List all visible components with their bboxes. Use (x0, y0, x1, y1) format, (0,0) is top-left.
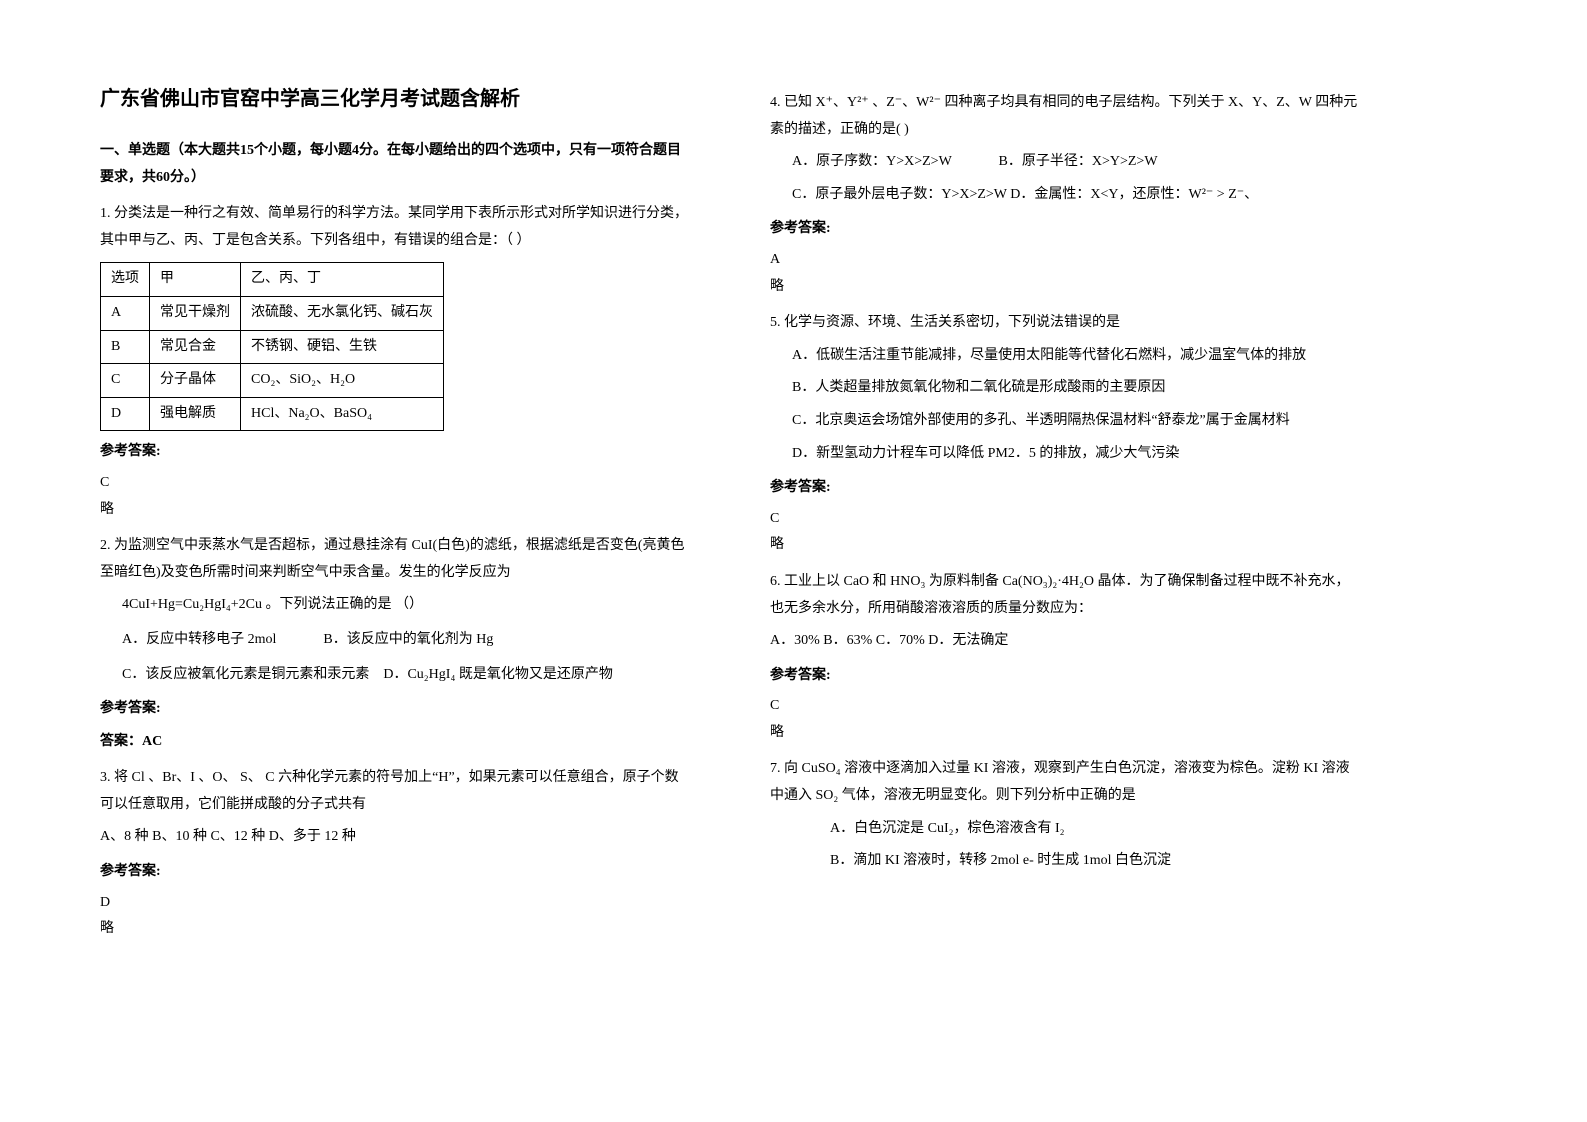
q2-optD: D．Cu₂HgI₄ 既是氧化物又是还原产物 (383, 667, 612, 682)
q4-omit: 略 (770, 274, 1360, 301)
q4-answer: A (770, 247, 1360, 274)
q7-optA: A．白色沉淀是 CuI₂，棕色溶液含有 I₂ (830, 816, 1360, 843)
q5-stem: 5. 化学与资源、环境、生活关系密切，下列说法错误的是 (770, 310, 1360, 337)
q1-stem: 1. 分类法是一种行之有效、简单易行的科学方法。某同学用下表所示形式对所学知识进… (100, 201, 690, 254)
q5-answer: C (770, 506, 1360, 533)
q2-answer: 答案：AC (100, 729, 690, 756)
q7-optB: B．滴加 KI 溶液时，转移 2mol e- 时生成 1mol 白色沉淀 (830, 848, 1360, 875)
left-column: 广东省佛山市官窑中学高三化学月考试题含解析 一、单选题（本大题共15个小题，每小… (100, 80, 690, 943)
section-header: 一、单选题（本大题共15个小题，每小题4分。在每小题给出的四个选项中，只有一项符… (100, 138, 690, 191)
q2-stem-text: 2. 为监测空气中汞蒸水气是否超标，通过悬挂涂有 CuI(白色)的滤纸，根据滤纸… (100, 538, 684, 580)
q3-stem: 3. 将 Cl 、Br、I 、O、 S、 C 六种化学元素的符号加上“H”，如果… (100, 765, 690, 818)
q1-td: 不锈钢、硬铝、生铁 (241, 330, 444, 364)
q1-th-0: 选项 (101, 263, 150, 297)
q4-optB: B．原子半径：X>Y>Z>W (999, 154, 1158, 169)
q1-td: 强电解质 (150, 397, 241, 431)
table-row: B 常见合金 不锈钢、硬铝、生铁 (101, 330, 444, 364)
q1-td: 常见干燥剂 (150, 296, 241, 330)
q4-ref-label: 参考答案: (770, 216, 1360, 243)
q6-answer: C (770, 693, 1360, 720)
q1-td: B (101, 330, 150, 364)
q3-opts: A、8 种 B、10 种 C、12 种 D、多于 12 种 (100, 824, 690, 851)
q5-ref-label: 参考答案: (770, 475, 1360, 502)
q4-mid1: 、Z⁻、 (869, 95, 916, 110)
q5-omit: 略 (770, 532, 1360, 559)
exam-title: 广东省佛山市官窑中学高三化学月考试题含解析 (100, 80, 690, 118)
q1-omit: 略 (100, 497, 690, 524)
q5-optA: A．低碳生活注重节能减排，尽量使用太阳能等代替化石燃料，减少温室气体的排放 (792, 343, 1360, 370)
q4-wexp: W²⁻ (1188, 187, 1213, 202)
q6-ref-label: 参考答案: (770, 663, 1360, 690)
table-row: A 常见干燥剂 浓硫酸、无水氯化钙、碱石灰 (101, 296, 444, 330)
q1-td: HCl、Na₂O、BaSO₄ (241, 397, 444, 431)
q1-td: CO₂、SiO₂、H₂O (241, 364, 444, 398)
q3-ref-label: 参考答案: (100, 859, 690, 886)
q1-td: A (101, 296, 150, 330)
q4-stem: 4. 已知 X⁺、Y²⁺ 、Z⁻、W²⁻ 四种离子均具有相同的电子层结构。下列关… (770, 90, 1360, 143)
q1-td: 分子晶体 (150, 364, 241, 398)
q1-td: 常见合金 (150, 330, 241, 364)
q6-opts: A．30% B．63% C．70% D．无法确定 (770, 628, 1360, 655)
q4-pre: 4. 已知 X⁺、 (770, 95, 847, 110)
q4-w2: W²⁻ (916, 95, 941, 110)
q3-answer: D (100, 890, 690, 917)
q1-answer: C (100, 470, 690, 497)
q6-omit: 略 (770, 720, 1360, 747)
q5-optB: B．人类超量排放氮氧化物和二氧化硫是形成酸雨的主要原因 (792, 375, 1360, 402)
q1-th-1: 甲 (150, 263, 241, 297)
table-row: D 强电解质 HCl、Na₂O、BaSO₄ (101, 397, 444, 431)
q1-ref-label: 参考答案: (100, 439, 690, 466)
right-column: 4. 已知 X⁺、Y²⁺ 、Z⁻、W²⁻ 四种离子均具有相同的电子层结构。下列关… (770, 80, 1360, 943)
q2-stem: 2. 为监测空气中汞蒸水气是否超标，通过悬挂涂有 CuI(白色)的滤纸，根据滤纸… (100, 533, 690, 586)
q2-eq: 4CuI+Hg=Cu₂HgI₄+2Cu 。下列说法正确的是 （） (122, 592, 690, 619)
q1-td: D (101, 397, 150, 431)
q1-th-2: 乙、丙、丁 (241, 263, 444, 297)
q1-td: C (101, 364, 150, 398)
q2-optC: C．该反应被氧化元素是铜元素和汞元素 (122, 667, 369, 682)
q4-gt: > (1213, 187, 1228, 202)
q5-optD: D．新型氢动力计程车可以降低 PM2．5 的排放，减少大气污染 (792, 441, 1360, 468)
table-row: C 分子晶体 CO₂、SiO₂、H₂O (101, 364, 444, 398)
q6-stem: 6. 工业上以 CaO 和 HNO₃ 为原料制备 Ca(NO₃)₂·4H₂O 晶… (770, 569, 1360, 622)
q3-omit: 略 (100, 916, 690, 943)
q4-optA: A．原子序数：Y>X>Z>W (792, 154, 952, 169)
q2-optB: B．该反应中的氧化剂为 Hg (323, 632, 493, 647)
q4-y2: Y²⁺ (847, 95, 869, 110)
q1-table: 选项 甲 乙、丙、丁 A 常见干燥剂 浓硫酸、无水氯化钙、碱石灰 B 常见合金 … (100, 262, 444, 431)
q4-optC-pre: C．原子最外层电子数：Y>X>Z>W D．金属性：X<Y，还原性： (792, 187, 1188, 202)
q1-td: 浓硫酸、无水氯化钙、碱石灰 (241, 296, 444, 330)
q7-stem: 7. 向 CuSO₄ 溶液中逐滴加入过量 KI 溶液，观察到产生白色沉淀，溶液变… (770, 756, 1360, 809)
q4-tail: 、 (1244, 187, 1258, 202)
q5-optC: C．北京奥运会场馆外部使用的多孔、半透明隔热保温材料“舒泰龙”属于金属材料 (792, 408, 1360, 435)
q2-optA: A．反应中转移电子 2mol (122, 632, 276, 647)
q4-zexp: Z⁻ (1228, 187, 1244, 202)
q2-ref-label: 参考答案: (100, 696, 690, 723)
